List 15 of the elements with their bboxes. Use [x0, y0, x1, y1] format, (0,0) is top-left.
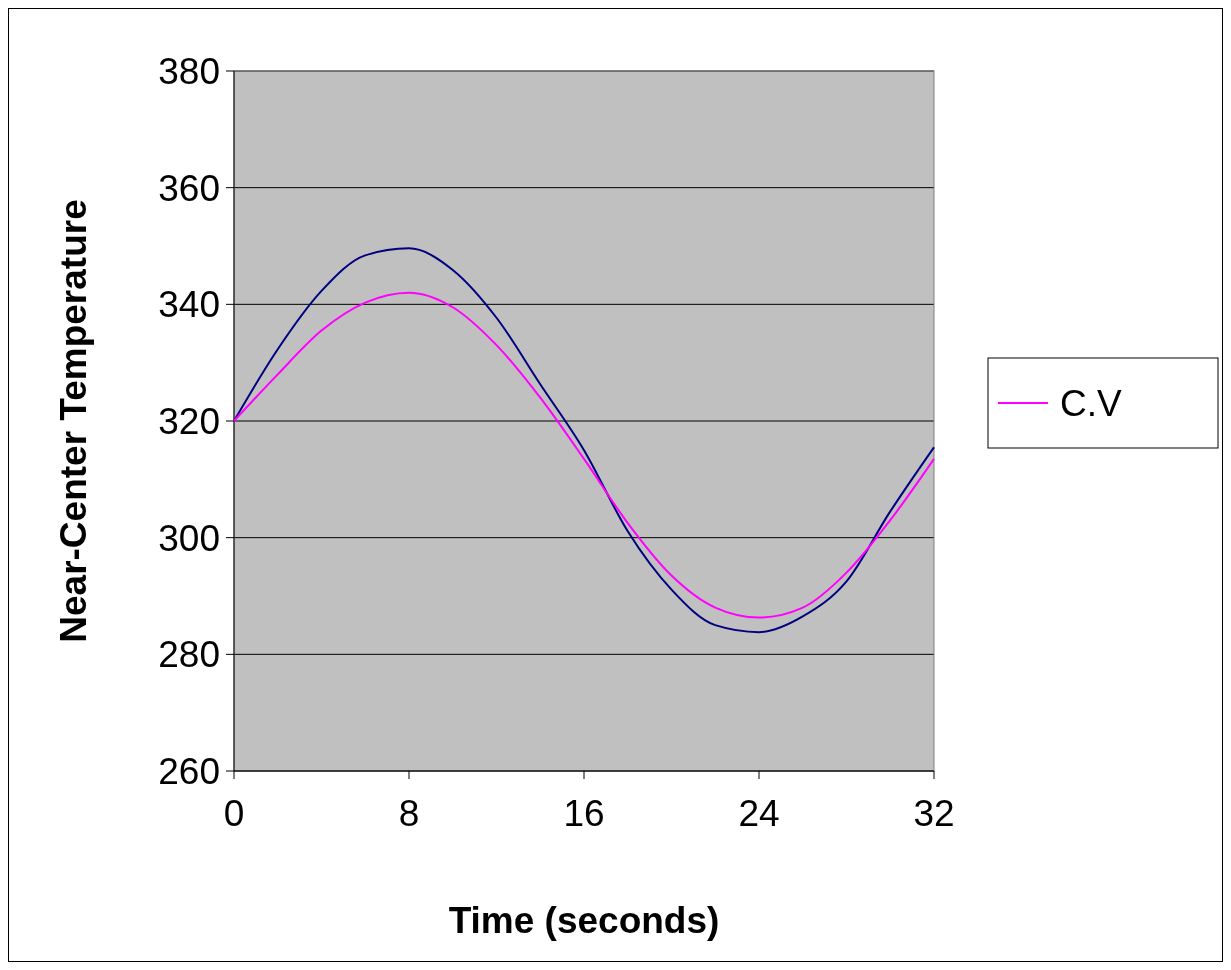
x-axis-title: Time (seconds) [448, 900, 720, 941]
y-tick-label: 280 [158, 634, 220, 676]
x-tick-label: 32 [913, 793, 955, 834]
y-tick-label: 340 [158, 284, 220, 326]
y-tick-label: 360 [158, 167, 220, 209]
y-tick-label: 380 [158, 50, 220, 92]
y-tick-label: 260 [158, 750, 220, 792]
x-tick-label: 16 [563, 793, 605, 834]
x-tick-label: 8 [398, 793, 420, 834]
y-tick-label: 300 [158, 517, 220, 559]
x-tick-label: 0 [223, 793, 245, 834]
legend-label: C.V [1060, 382, 1122, 424]
y-axis-title: Near-Center Temperature [53, 199, 94, 643]
y-tick-label: 320 [158, 400, 220, 442]
x-tick-label: 24 [738, 793, 780, 834]
